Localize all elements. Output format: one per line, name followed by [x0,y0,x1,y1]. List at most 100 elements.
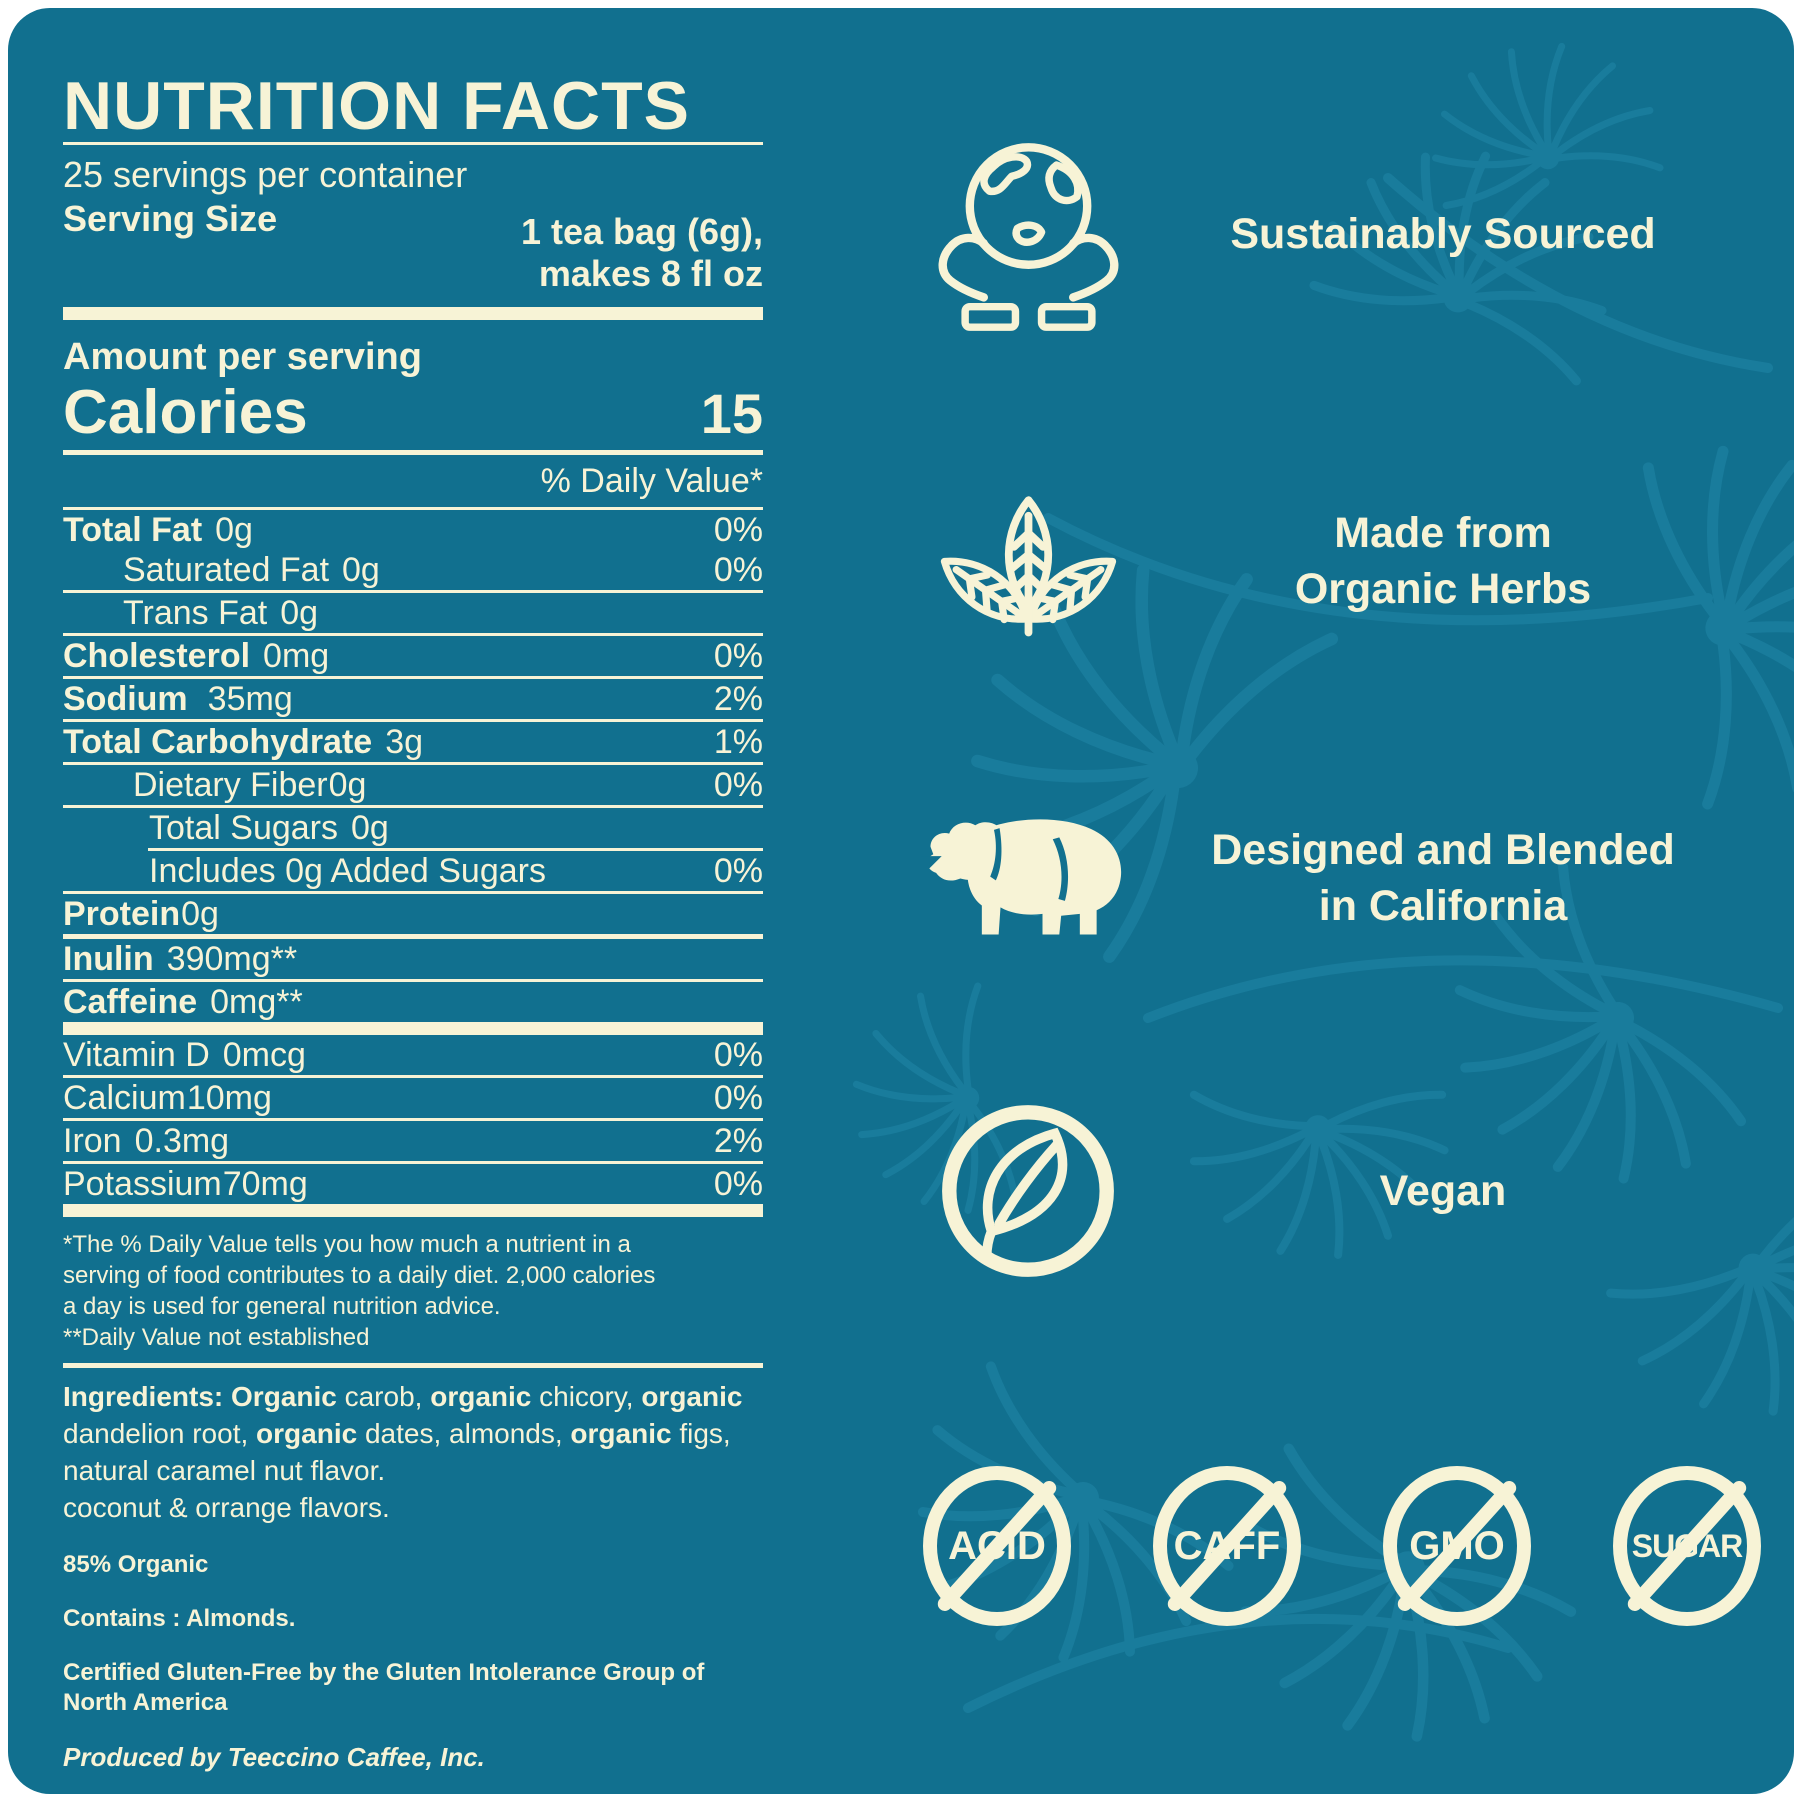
nutrient-row-cholesterol: Cholesterol 0mg 0% [63,636,763,676]
nutrient-name: Protein [63,895,181,933]
row-rule [63,590,763,593]
nutrient-daily-value: 0% [713,511,763,549]
feature-text: Vegan [1379,1166,1507,1215]
feature-text: Designed and Blended in California [1211,826,1675,930]
badge-label: GMO [1409,1523,1505,1568]
nutrient-name: Potassium [63,1165,222,1203]
feature-row-sustainably-sourced: Sustainably Sourced [913,136,1743,331]
nutrient-daily-value: 0% [713,637,763,675]
nutrient-name: Total Sugars [149,809,338,847]
badges-row: ACID CAFF GMO SUGAR [923,1466,1761,1626]
row-rule [63,1118,763,1121]
nutrient-name: Saturated Fat [123,551,330,589]
nutrient-row-calcium: Calcium 10mg 0% [63,1078,763,1118]
row-rule [63,1075,763,1078]
nutrient-name: Vitamin D [63,1036,210,1074]
nutrient-amount: 0g [215,511,253,549]
row-rule [63,805,763,808]
nutrition-facts-panel: NUTRITION FACTS 25 servings per containe… [63,70,763,1772]
nutrient-amount: 390mg** [166,940,298,978]
nutrient-row-total-sugars: Total Sugars 0g [63,808,763,848]
nutrient-name: Total Fat [63,511,203,549]
nutrient-amount: 0.3mg [134,1122,230,1160]
feature-row-organic-herbs: Made from Organic Herbs [913,463,1743,658]
nutrient-daily-value: 1% [713,723,763,761]
nutrient-name: Inulin [63,940,154,978]
nutrient-row-vitamin-d: Vitamin D 0mcg 0% [63,1035,763,1075]
row-rule [63,633,763,636]
no-caffeine-badge: CAFF [1153,1466,1301,1626]
nutrient-row-caffeine: Caffeine 0mg** [63,982,763,1022]
nutrient-daily-value: 0% [713,1036,763,1074]
nutrient-row-protein: Protein 0g [63,894,763,934]
nutrient-daily-value: 0% [713,1165,763,1203]
badge-label: SUGAR [1631,1527,1744,1564]
feature-row-vegan: Vegan [913,1088,1743,1293]
nutrient-row-dietary-fiber: Dietary Fiber 0g 0% [63,765,763,805]
title-rule [63,142,763,145]
no-acid-badge: ACID [923,1466,1071,1626]
nutrient-amount: 70mg [222,1165,308,1203]
row-rule [63,676,763,679]
calories-value: 15 [700,382,763,445]
feature-text: Made from Organic Herbs [1294,508,1592,613]
row-rule [63,891,763,894]
nutrient-row-added-sugars: Includes 0g Added Sugars 0% [63,851,763,891]
nutrient-row-sodium: Sodium 35mg 2% [63,679,763,719]
nutrient-amount: 0g [328,766,367,804]
nutrition-title: NUTRITION FACTS [63,68,690,144]
protein-rule [63,934,763,939]
badge-label: ACID [948,1523,1046,1568]
nutrient-row-total-carbohydrate: Total Carbohydrate 3g 1% [63,722,763,762]
nutrient-name: Caffeine [63,983,198,1021]
globe-hands-icon [913,135,1143,333]
producer-statement: Produced by Teeccino Caffee, Inc. [63,1742,485,1772]
label-card: NUTRITION FACTS 25 servings per containe… [8,8,1794,1794]
daily-value-header: % Daily Value* [540,462,763,500]
contains-statement: Contains : Almonds. [63,1605,296,1632]
calories-rule [63,450,763,455]
no-sugar-badge: SUGAR [1613,1466,1761,1626]
leaf-circle-icon [913,1095,1143,1287]
calories-row: Calories 15 [63,380,763,446]
nutrient-row-saturated-fat: Saturated Fat 0g 0% [63,550,763,590]
nutrient-amount: 0mg [263,637,330,675]
herb-leaves-icon [913,471,1143,651]
servings-per-container: 25 servings per container [63,154,468,195]
feature-row-california: Designed and Blended in California [913,803,1743,953]
nutrient-daily-value: 0% [713,852,763,890]
daily-value-footnote: *The % Daily Value tells you how much a … [63,1231,656,1351]
nutrient-daily-value: 0% [713,551,763,589]
nutrient-name: Dietary Fiber [133,766,328,804]
amount-per-serving-label: Amount per serving [63,336,422,378]
nutrient-row-inulin: Inulin 390mg** [63,939,763,979]
serving-size-row: Serving Size 1 tea bag (6g), makes 8 fl … [63,197,763,295]
thick-divider [63,1022,763,1035]
nutrient-amount: 0g [351,809,389,847]
nutrient-daily-value: 0% [713,766,763,804]
nutrient-amount: 0g [181,895,219,933]
nutrient-name: Includes 0g Added Sugars [149,852,546,890]
footnote-rule [63,1363,763,1368]
thick-divider [63,1204,763,1217]
nutrient-row-potassium: Potassium 70mg 0% [63,1164,763,1204]
badge-label: CAFF [1173,1523,1281,1568]
nutrient-amount: 10mg [186,1079,272,1117]
nutrient-row-iron: Iron 0.3mg 2% [63,1121,763,1161]
nutrient-amount: 3g [385,723,424,761]
row-rule [63,1161,763,1164]
nutrient-name: Calcium [63,1079,186,1117]
serving-size-value: 1 tea bag (6g), makes 8 fl oz [520,211,763,294]
daily-value-rule [63,507,763,510]
row-rule [63,979,763,982]
nutrient-name: Cholesterol [63,637,251,675]
nutrient-row-trans-fat: Trans Fat 0g [63,593,763,633]
row-rule [63,719,763,722]
nutrient-amount: 0mg** [210,983,303,1021]
ingredients-text: Ingredients: Organic carob, organic chic… [63,1381,743,1523]
row-rule [63,762,763,765]
nutrient-name: Sodium [63,680,188,718]
nutrient-name: Iron [63,1122,122,1160]
nutrient-amount: 35mg [207,680,293,718]
thick-divider [63,307,763,320]
